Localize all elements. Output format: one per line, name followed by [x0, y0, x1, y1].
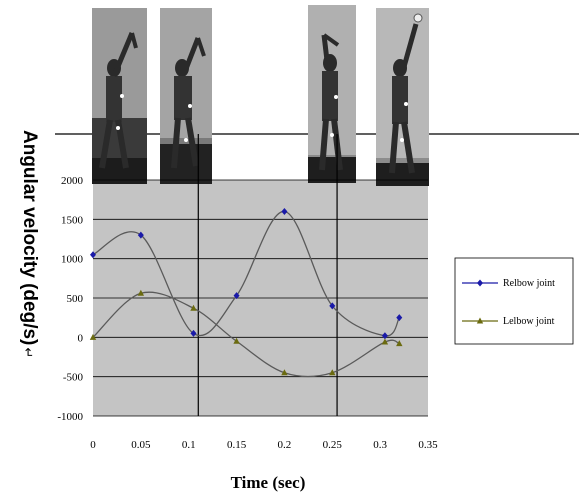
data-point-marker	[137, 231, 144, 239]
y-tick-label: 2000	[61, 175, 84, 187]
x-tick-label: 0.1	[182, 439, 196, 451]
data-point-marker	[381, 338, 389, 345]
legend: Relbow joint Lelbow joint	[454, 257, 574, 345]
y-tick-label: 0	[78, 332, 84, 344]
x-tick-label: 0	[90, 439, 96, 451]
data-point-marker	[190, 304, 197, 311]
data-point-marker	[281, 207, 288, 215]
data-point-marker	[329, 369, 336, 376]
data-point-marker	[396, 340, 403, 347]
y-axis-label: Angular velocity (deg/s)↵	[19, 130, 40, 358]
athlete-photo-2	[160, 8, 212, 184]
x-axis-label: Time (sec)	[231, 473, 306, 492]
legend-label: Relbow joint	[503, 278, 555, 289]
athlete-photo-4	[376, 8, 429, 186]
data-point-marker	[137, 289, 145, 296]
data-point-marker	[281, 369, 288, 376]
x-tick-label: 0.2	[278, 439, 292, 451]
y-tick-label: -1000	[57, 411, 83, 423]
data-point-marker	[233, 292, 240, 300]
series-line	[92, 210, 400, 337]
series-layer	[89, 207, 403, 378]
legend-marker	[476, 317, 484, 324]
y-tick-label: -500	[63, 372, 84, 384]
athlete-photo-1	[92, 8, 147, 184]
data-point-marker	[190, 329, 197, 337]
event-marker-lines	[197, 134, 338, 416]
x-tick-label: 0.15	[227, 439, 247, 451]
data-point-marker	[233, 337, 240, 344]
data-point-marker	[329, 302, 336, 310]
y-tick-label: 500	[67, 293, 84, 305]
data-point-marker	[396, 314, 403, 322]
x-tick-label: 0.05	[131, 439, 151, 451]
legend-box	[454, 257, 574, 345]
legend-marker	[477, 279, 483, 287]
x-tick-labels: 0 0.05 0.1 0.15 0.2 0.25 0.3 0.35	[90, 439, 438, 451]
x-tick-label: 0.25	[323, 439, 343, 451]
photo-strip	[92, 5, 429, 186]
y-tick-label: 1500	[61, 214, 84, 226]
legend-label: Lelbow joint	[503, 316, 555, 327]
y-tick-label: 1000	[61, 254, 84, 266]
y-tick-labels: -1000 -500 0 500 1000 1500 2000	[57, 175, 83, 423]
x-tick-label: 0.35	[418, 439, 438, 451]
return-glyph: ↵	[21, 347, 36, 358]
data-point-marker	[89, 333, 97, 340]
x-tick-label: 0.3	[373, 439, 387, 451]
series-relbow	[90, 207, 403, 340]
data-point-marker	[381, 332, 388, 340]
athlete-photo-3	[308, 5, 356, 183]
grid-lines	[93, 179, 428, 417]
data-point-marker	[90, 251, 96, 259]
series-lelbow	[89, 289, 403, 378]
